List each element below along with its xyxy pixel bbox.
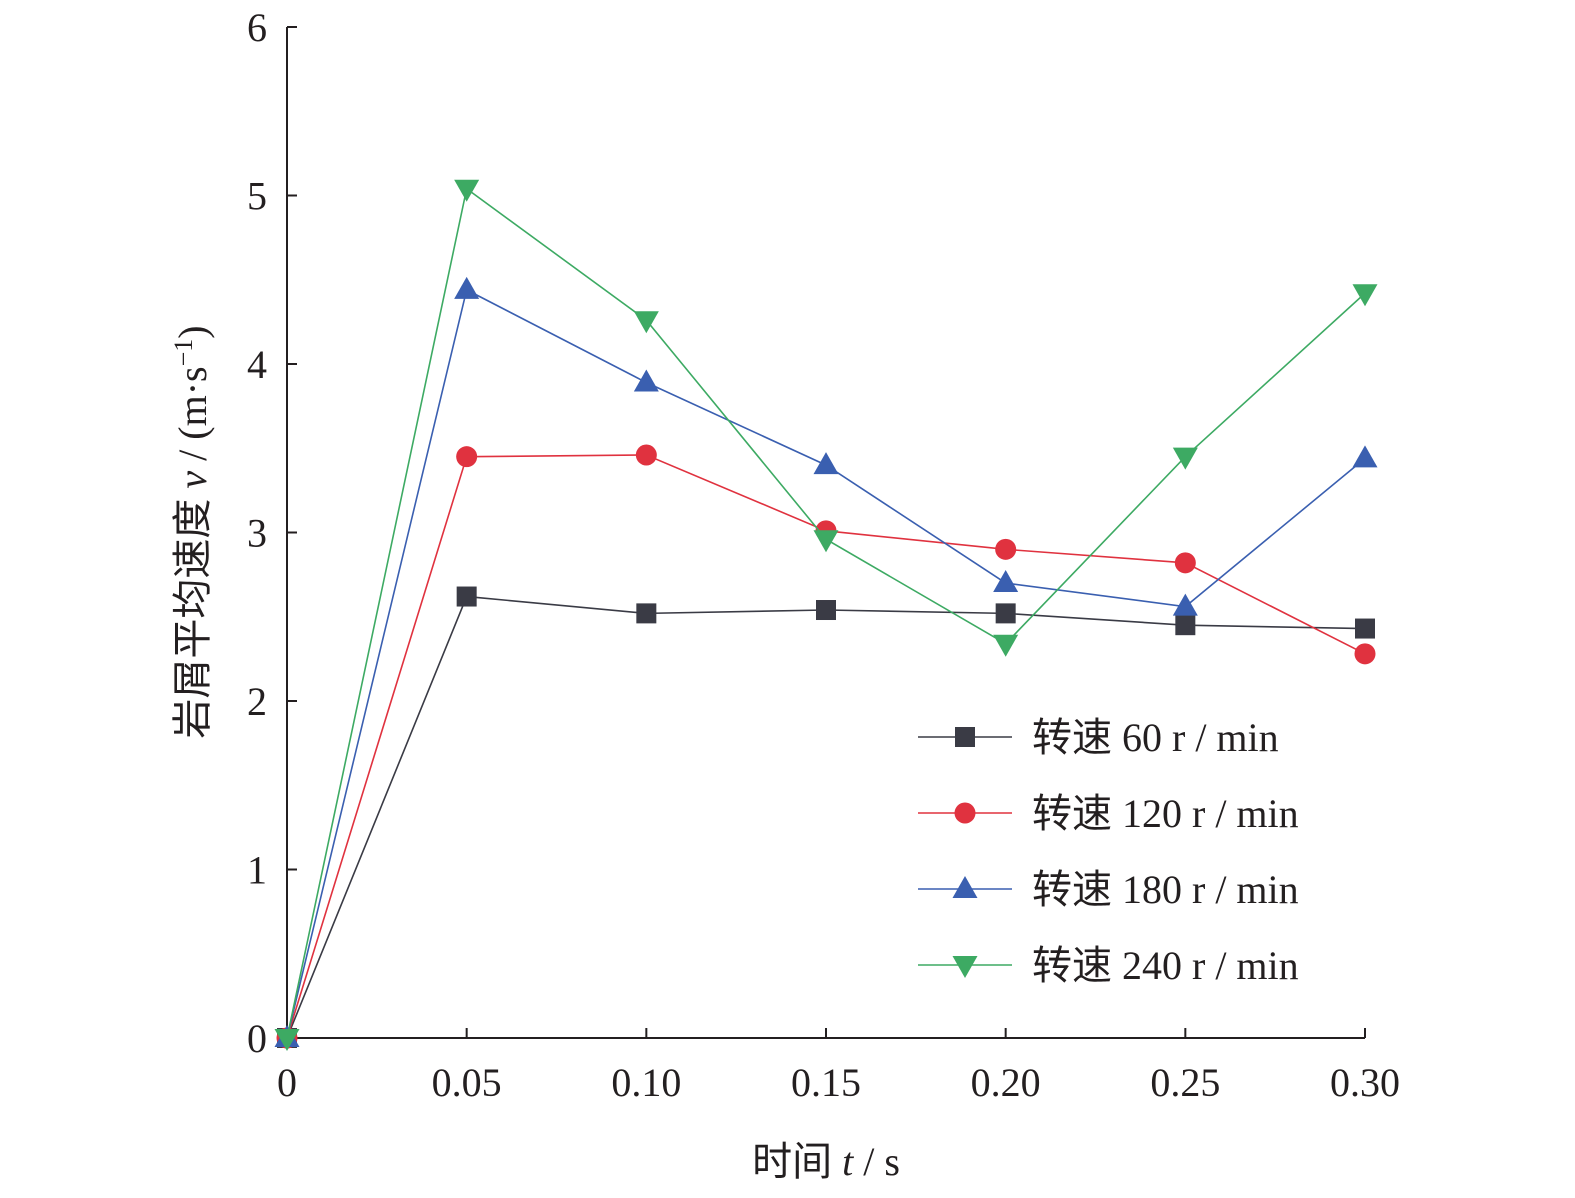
legend: 转速 60 r / min 转速 120 r / min 转速 180 r / mi…	[918, 715, 1299, 988]
series-layer	[274, 179, 1378, 1051]
data-point	[1172, 447, 1198, 470]
legend-swatch-marker	[955, 727, 975, 747]
series-triangle-down	[274, 179, 1378, 1051]
y-axis-title-var: v	[170, 471, 215, 489]
data-point	[1352, 284, 1378, 307]
x-tick-label: 0	[277, 1060, 297, 1105]
data-point	[456, 586, 477, 607]
data-point	[1172, 593, 1198, 616]
legend-label: 转速 240 r / min	[1032, 943, 1299, 988]
data-point	[813, 530, 839, 553]
data-point	[995, 538, 1017, 560]
y-axis-title-end: )	[170, 325, 215, 338]
x-tick-label: 0.20	[971, 1060, 1041, 1105]
y-tick-label: 1	[247, 848, 267, 893]
data-point	[813, 452, 839, 475]
data-point	[274, 1029, 300, 1051]
x-tick-label: 0.30	[1330, 1060, 1400, 1105]
data-point	[635, 444, 657, 466]
legend-swatch-marker	[954, 802, 976, 824]
data-point	[454, 276, 480, 299]
x-axis-title-suffix: / s	[853, 1139, 900, 1184]
data-point	[995, 603, 1016, 624]
data-point	[633, 311, 659, 334]
x-tick-label: 0.15	[791, 1060, 861, 1105]
data-point	[633, 369, 659, 392]
y-axis-title-sup: −1	[169, 339, 198, 367]
y-tick-label: 5	[247, 174, 267, 219]
y-tick-label: 4	[247, 342, 267, 387]
legend-label: 转速 180 r / min	[1032, 867, 1299, 912]
axes: 0 0.05 0.10 0.15 0.20 0.25 0.30 0 1 2 3 4 5 6	[247, 5, 1400, 1105]
legend-item: 转速 180 r / min	[918, 867, 1299, 912]
data-point	[1355, 618, 1375, 639]
y-axis-title-prefix: 岩屑平均速度	[170, 489, 215, 739]
y-tick-label: 6	[247, 5, 267, 50]
legend-swatch-marker	[952, 876, 978, 898]
legend-swatch-marker	[952, 956, 978, 978]
y-axis-title-suffix: / (m·s	[170, 366, 215, 470]
data-point	[993, 634, 1019, 657]
x-tick-label: 0.10	[611, 1060, 681, 1105]
x-axis-title: 时间 t / s	[752, 1139, 900, 1184]
legend-item: 转速 120 r / min	[918, 791, 1299, 836]
data-point	[1175, 615, 1196, 636]
x-tick-label: 0.05	[432, 1060, 502, 1105]
data-point	[456, 446, 478, 468]
x-axis-title-var: t	[842, 1139, 854, 1184]
y-tick-label: 2	[247, 679, 267, 724]
legend-label: 转速 60 r / min	[1032, 715, 1279, 760]
x-axis-title-prefix: 时间	[752, 1139, 842, 1184]
data-point	[636, 603, 657, 624]
legend-item: 转速 60 r / min	[918, 715, 1279, 760]
data-point	[1354, 643, 1376, 665]
y-axis-title: 岩屑平均速度 v / (m·s−1)	[169, 325, 215, 738]
legend-label: 转速 120 r / min	[1032, 791, 1299, 836]
data-point	[1352, 445, 1378, 468]
y-tick-label: 0	[247, 1016, 267, 1061]
series-triangle-up	[274, 276, 1378, 1047]
data-point	[454, 179, 480, 202]
x-tick-label: 0.25	[1150, 1060, 1220, 1105]
legend-item: 转速 240 r / min	[918, 943, 1299, 988]
data-point	[816, 600, 836, 621]
y-tick-label: 3	[247, 511, 267, 556]
series-line	[286, 288, 1366, 1039]
data-point	[993, 570, 1019, 593]
data-point	[1174, 552, 1196, 574]
